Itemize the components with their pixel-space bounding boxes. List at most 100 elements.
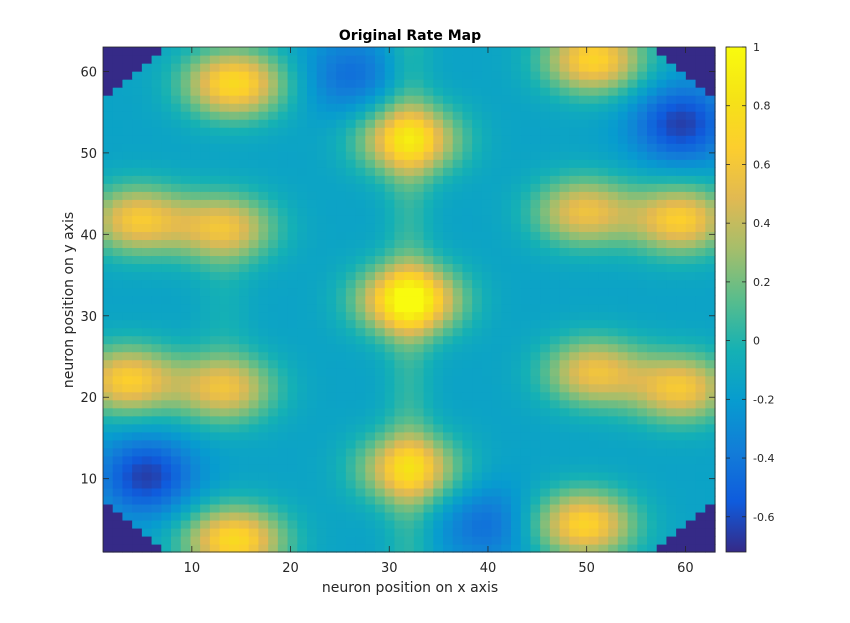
- heatmap-cell: [239, 167, 250, 176]
- heatmap-cell: [161, 303, 172, 313]
- heatmap-cell: [491, 135, 502, 144]
- heatmap-cell: [617, 511, 629, 521]
- heatmap-cell: [656, 375, 668, 385]
- heatmap-cell: [685, 383, 697, 393]
- heatmap-cell: [336, 535, 347, 545]
- heatmap-cell: [239, 87, 250, 96]
- heatmap-cell: [180, 495, 192, 505]
- heatmap-cell: [530, 399, 541, 409]
- heatmap-cell: [608, 207, 619, 216]
- heatmap-cell: [229, 303, 240, 313]
- heatmap-cell: [579, 263, 590, 273]
- heatmap-cell: [229, 191, 240, 200]
- heatmap-cell: [705, 479, 716, 489]
- heatmap-cell: [171, 143, 182, 152]
- heatmap-cell: [122, 255, 133, 265]
- heatmap-cell: [404, 367, 415, 377]
- heatmap-cell: [511, 407, 522, 417]
- heatmap-cell: [676, 135, 687, 144]
- heatmap-cell: [316, 367, 328, 377]
- heatmap-cell: [365, 223, 376, 232]
- heatmap-cell: [268, 231, 279, 240]
- heatmap-cell: [549, 527, 561, 537]
- heatmap-cell: [171, 71, 182, 80]
- heatmap-cell: [277, 199, 289, 208]
- heatmap-cell: [326, 207, 337, 216]
- heatmap-cell: [404, 359, 415, 369]
- heatmap-cell: [423, 215, 434, 224]
- heatmap-cell: [384, 527, 396, 537]
- heatmap-cell: [336, 87, 347, 96]
- heatmap-cell: [579, 415, 590, 425]
- heatmap-cell: [598, 415, 609, 425]
- heatmap-cell: [491, 207, 502, 216]
- heatmap-cell: [404, 479, 415, 489]
- heatmap-cell: [501, 79, 512, 88]
- heatmap-cell: [141, 167, 153, 176]
- heatmap-cell: [200, 279, 211, 289]
- heatmap-cell: [608, 543, 619, 553]
- heatmap-cell: [365, 47, 376, 56]
- heatmap-cell: [695, 231, 706, 240]
- heatmap-cell: [287, 511, 298, 521]
- heatmap-cell: [200, 311, 211, 321]
- heatmap-cell: [219, 343, 230, 353]
- heatmap-cell: [413, 327, 425, 337]
- heatmap-cell: [608, 487, 619, 497]
- heatmap-cell: [433, 175, 444, 184]
- heatmap-cell: [530, 311, 541, 321]
- heatmap-cell: [200, 135, 211, 144]
- heatmap-cell: [695, 239, 706, 248]
- heatmap-cell: [627, 415, 638, 425]
- heatmap-cell: [676, 263, 687, 273]
- heatmap-cell: [141, 63, 153, 72]
- heatmap-cell: [540, 343, 551, 353]
- heatmap-cell: [443, 415, 454, 425]
- heatmap-cell: [530, 511, 541, 521]
- heatmap-cell: [666, 431, 677, 441]
- heatmap-cell: [112, 447, 124, 457]
- heatmap-cell: [433, 151, 444, 160]
- heatmap-cell: [588, 327, 600, 337]
- heatmap-cell: [433, 431, 444, 441]
- heatmap-cell: [161, 151, 172, 160]
- heatmap-cell: [598, 159, 609, 168]
- heatmap-cell: [345, 535, 357, 545]
- heatmap-cell: [608, 431, 619, 441]
- heatmap-cell: [375, 79, 386, 88]
- heatmap-cell: [501, 487, 512, 497]
- heatmap-cell: [316, 247, 328, 257]
- heatmap-cell: [326, 119, 337, 128]
- heatmap-cell: [219, 255, 230, 265]
- heatmap-cell: [433, 423, 444, 433]
- heatmap-cell: [122, 215, 133, 224]
- heatmap-cell: [112, 55, 124, 64]
- heatmap-cell: [151, 415, 162, 425]
- heatmap-cell: [268, 535, 279, 545]
- heatmap-cell: [559, 335, 570, 345]
- heatmap-cell: [569, 79, 580, 88]
- heatmap-cell: [685, 95, 697, 104]
- heatmap-cell: [695, 343, 706, 353]
- heatmap-cell: [540, 207, 551, 216]
- heatmap-cell: [647, 239, 658, 248]
- heatmap-cell: [676, 511, 687, 521]
- heatmap-cell: [219, 535, 230, 545]
- heatmap-cell: [404, 95, 415, 104]
- heatmap-cell: [511, 191, 522, 200]
- heatmap-cell: [647, 255, 658, 265]
- heatmap-cell: [627, 63, 638, 72]
- heatmap-cell: [171, 319, 182, 329]
- heatmap-cell: [316, 479, 328, 489]
- heatmap-cell: [336, 423, 347, 433]
- heatmap-cell: [336, 151, 347, 160]
- heatmap-cell: [666, 439, 677, 449]
- heatmap-cell: [695, 487, 706, 497]
- heatmap-cell: [423, 111, 434, 120]
- heatmap-cell: [112, 239, 124, 248]
- heatmap-cell: [695, 223, 706, 232]
- heatmap-cell: [559, 503, 570, 513]
- heatmap-cell: [316, 415, 328, 425]
- heatmap-cell: [452, 351, 464, 361]
- heatmap-cell: [501, 383, 512, 393]
